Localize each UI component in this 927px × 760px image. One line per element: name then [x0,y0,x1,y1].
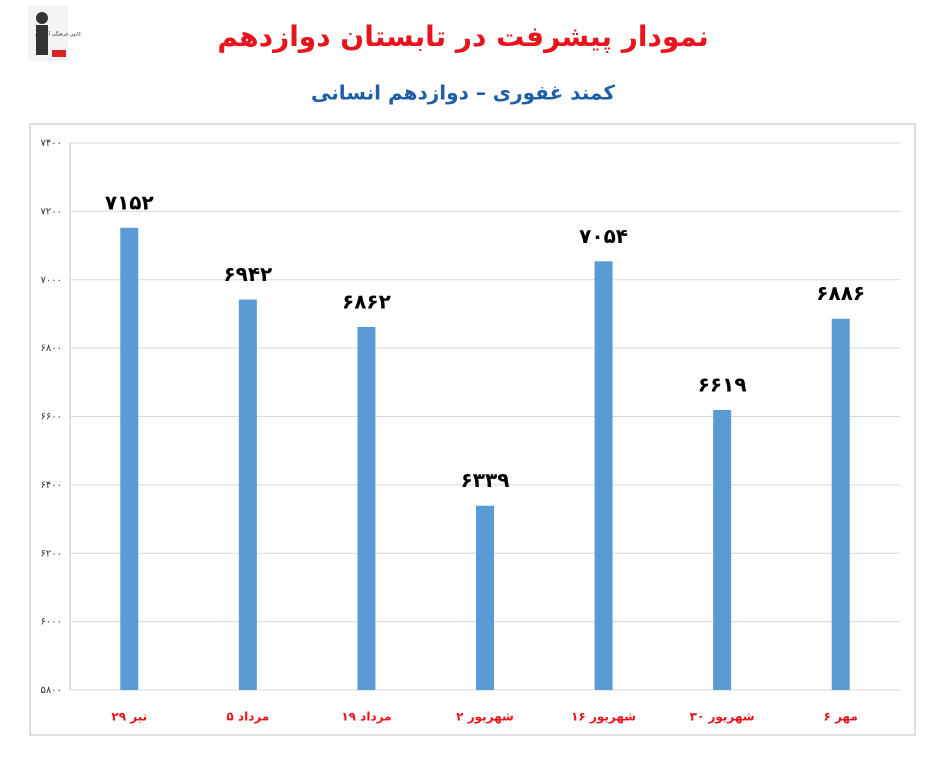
x-tick-label: ۶ مهر [824,710,858,724]
value-label: ۷۱۵۲ [105,190,154,214]
bar [476,505,494,690]
y-tick-label: ۶۲۰۰ [41,548,62,559]
y-tick-label: ۶۸۰۰ [41,343,62,354]
value-label: ۶۳۳۹ [461,468,510,492]
value-label: ۶۹۴۲ [223,262,272,286]
y-tick-label: ۷۴۰۰ [41,138,62,149]
value-label: ۷۰۵۴ [579,224,628,248]
logo-text: کانون فرهنگی آموزش [35,31,82,38]
logo-figure [36,12,48,24]
x-tick-label: ۳۰ شهریور [690,710,755,725]
chart-subtitle: کمند غفوری – دوازدهم انسانی [311,81,615,105]
x-tick-label: ۲ شهریور [456,710,514,725]
y-tick-label: ۷۲۰۰ [41,206,62,217]
y-tick-label: ۵۸۰۰ [41,685,62,696]
bar [831,318,850,690]
bar [238,299,257,690]
y-tick-label: ۶۰۰۰ [41,617,62,628]
bar [357,326,376,690]
logo-badge [52,50,66,57]
value-label: ۶۸۶۲ [342,289,391,313]
x-tick-label: ۵ مرداد [226,710,269,724]
bar [713,410,732,690]
y-tick-label: ۷۰۰۰ [41,275,62,286]
bar [120,227,139,690]
chart-title: نمودار پیشرفت در تابستان دوازدهم [217,20,708,53]
logo-figure [36,25,48,55]
value-label: ۶۶۱۹ [698,373,747,397]
value-label: ۶۸۸۶ [816,281,865,305]
logo: کانون فرهنگی آموزش [28,6,82,61]
plot-frame [29,123,916,736]
bar [594,261,613,690]
x-tick-label: ۱۶ شهریور [571,710,636,725]
y-tick-label: ۶۴۰۰ [41,480,62,491]
y-tick-label: ۶۶۰۰ [41,412,62,423]
x-tick-label: ۲۹ تیر [111,710,147,724]
x-tick-label: ۱۹ مرداد [341,710,391,724]
